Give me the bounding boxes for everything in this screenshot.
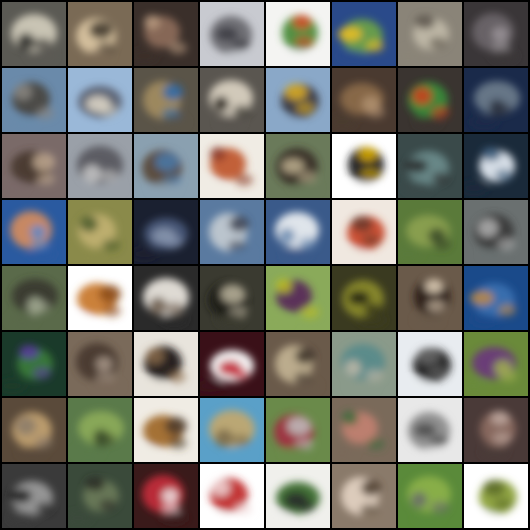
sample-tile bbox=[332, 266, 396, 330]
sample-tile bbox=[266, 398, 330, 462]
sample-tile bbox=[2, 200, 66, 264]
sample-tile bbox=[266, 266, 330, 330]
sample-tile bbox=[332, 464, 396, 528]
sample-tile bbox=[398, 134, 462, 198]
sample-tile bbox=[332, 398, 396, 462]
sample-tile bbox=[464, 134, 528, 198]
sample-tile bbox=[134, 68, 198, 132]
sample-tile bbox=[68, 398, 132, 462]
sample-tile bbox=[398, 398, 462, 462]
sample-tile bbox=[200, 2, 264, 66]
sample-tile bbox=[68, 464, 132, 528]
sample-tile bbox=[464, 200, 528, 264]
sample-tile bbox=[200, 332, 264, 396]
sample-tile bbox=[68, 134, 132, 198]
sample-tile bbox=[266, 2, 330, 66]
sample-tile bbox=[332, 2, 396, 66]
sample-tile bbox=[266, 68, 330, 132]
sample-tile bbox=[68, 2, 132, 66]
sample-tile bbox=[464, 464, 528, 528]
sample-tile bbox=[68, 266, 132, 330]
sample-tile bbox=[464, 68, 528, 132]
sample-tile bbox=[266, 200, 330, 264]
sample-tile bbox=[266, 134, 330, 198]
sample-tile bbox=[200, 398, 264, 462]
sample-tile bbox=[134, 2, 198, 66]
sample-tile bbox=[398, 200, 462, 264]
sample-tile bbox=[266, 332, 330, 396]
sample-tile bbox=[134, 200, 198, 264]
sample-tile bbox=[2, 134, 66, 198]
sample-tile bbox=[464, 266, 528, 330]
sample-tile bbox=[464, 2, 528, 66]
sample-tile bbox=[332, 332, 396, 396]
sample-tile bbox=[68, 200, 132, 264]
sample-tile bbox=[398, 68, 462, 132]
sample-tile bbox=[464, 332, 528, 396]
sample-tile bbox=[332, 134, 396, 198]
sample-tile bbox=[134, 464, 198, 528]
sample-tile bbox=[134, 332, 198, 396]
sample-tile bbox=[398, 266, 462, 330]
sample-tile bbox=[2, 2, 66, 66]
sample-tile bbox=[68, 68, 132, 132]
sample-tile bbox=[200, 134, 264, 198]
sample-tile bbox=[2, 398, 66, 462]
sample-tile bbox=[68, 332, 132, 396]
sample-tile bbox=[134, 266, 198, 330]
sample-tile bbox=[200, 266, 264, 330]
sample-tile bbox=[134, 134, 198, 198]
sample-tile bbox=[2, 464, 66, 528]
sample-tile bbox=[266, 464, 330, 528]
sample-tile bbox=[200, 464, 264, 528]
sample-tile bbox=[134, 398, 198, 462]
sample-tile bbox=[332, 200, 396, 264]
sample-tile bbox=[398, 2, 462, 66]
sample-tile bbox=[200, 200, 264, 264]
sample-tile bbox=[200, 68, 264, 132]
sample-tile bbox=[332, 68, 396, 132]
sample-tile bbox=[2, 266, 66, 330]
sample-tile bbox=[464, 398, 528, 462]
sample-tile bbox=[398, 464, 462, 528]
sample-tile bbox=[2, 68, 66, 132]
sample-tile bbox=[398, 332, 462, 396]
sample-tile bbox=[2, 332, 66, 396]
